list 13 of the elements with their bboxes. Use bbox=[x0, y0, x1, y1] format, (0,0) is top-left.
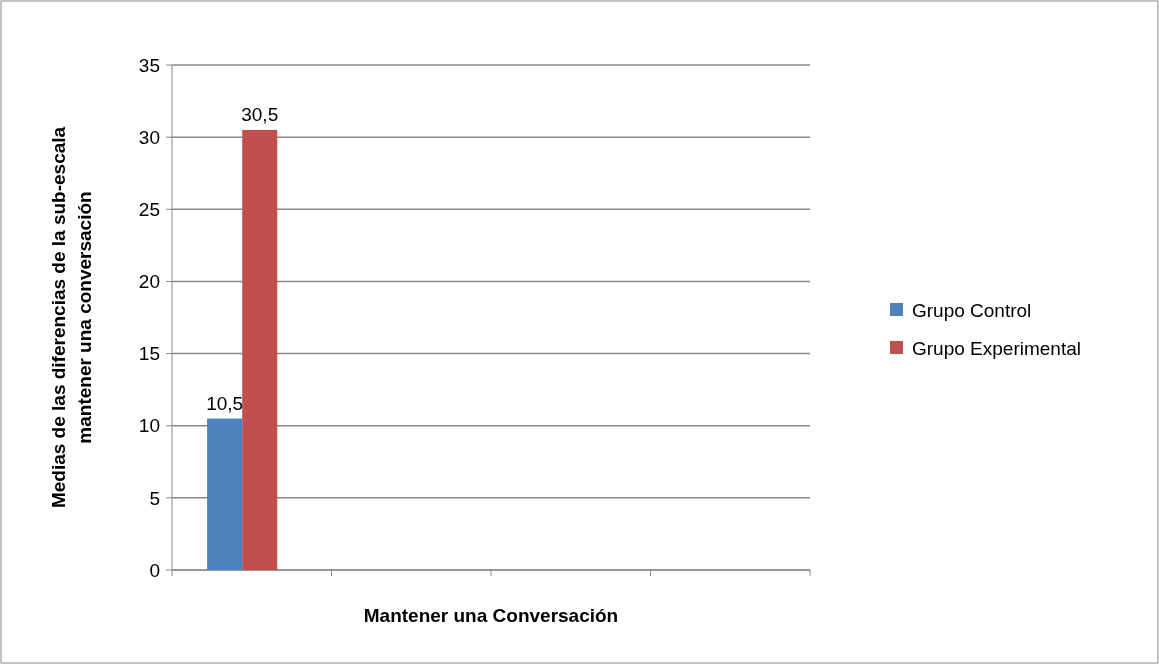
y-tick-label: 10 bbox=[138, 415, 160, 437]
x-axis-title: Mantener una Conversación bbox=[363, 605, 619, 626]
y-tick-label: 20 bbox=[138, 271, 160, 293]
legend-label: Grupo Control bbox=[912, 299, 1032, 321]
y-axis-title: Medias de las diferencias de la sub-escala mantener una conversación bbox=[48, 126, 95, 509]
data-label: 30,5 bbox=[241, 103, 279, 125]
y-tick-label: 15 bbox=[138, 343, 160, 365]
y-tick-label: 0 bbox=[149, 559, 160, 581]
y-tick-label: 30 bbox=[138, 126, 160, 148]
y-tick-label: 25 bbox=[138, 198, 160, 220]
y-tick-label: 35 bbox=[138, 54, 160, 76]
legend-label: Grupo Experimental bbox=[912, 337, 1081, 359]
y-tick-label: 5 bbox=[149, 487, 160, 509]
